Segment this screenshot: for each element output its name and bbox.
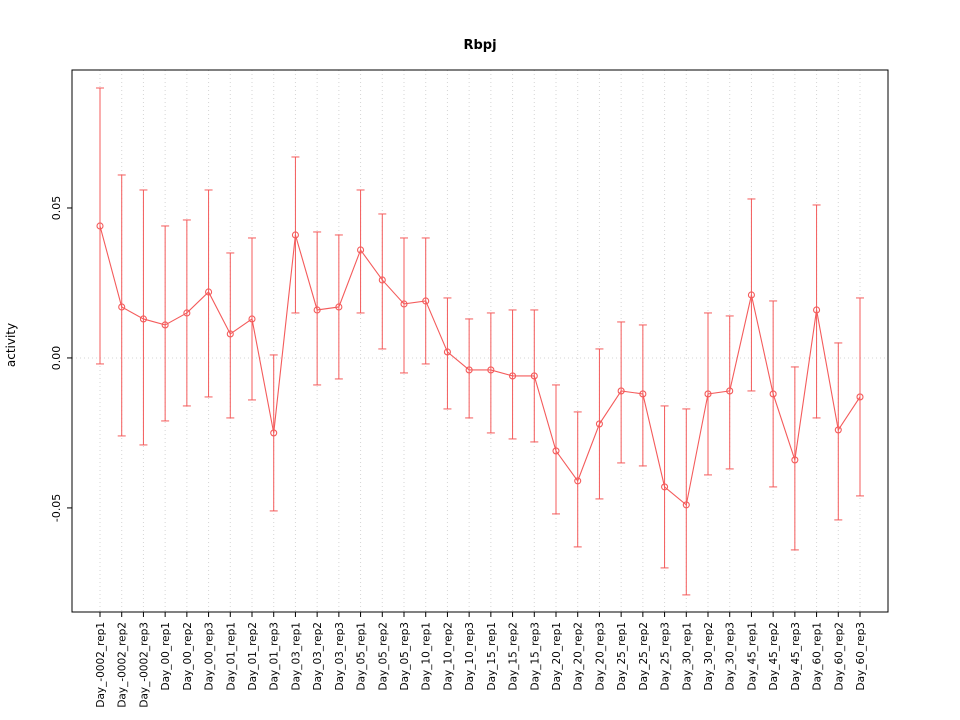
data-point-marker — [465, 366, 473, 374]
data-point-marker — [378, 276, 386, 284]
x-tick-label: Day_-0002_rep3 — [138, 622, 150, 708]
data-point-marker — [617, 387, 625, 395]
y-tick-label: 0.00 — [50, 346, 63, 371]
data-point-marker — [400, 300, 408, 308]
x-tick-label: Day_01_rep2 — [247, 622, 259, 691]
x-tick-label: Day_60_rep3 — [855, 622, 867, 691]
x-tick-label: Day_00_rep1 — [160, 622, 172, 691]
x-tick-label: Day_20_rep1 — [551, 622, 563, 691]
x-tick-label: Day_60_rep2 — [833, 622, 845, 691]
data-point-marker — [704, 390, 712, 398]
gridlines — [99, 70, 861, 612]
data-point-marker — [769, 390, 777, 398]
x-tick-label: Day_15_rep2 — [508, 622, 520, 691]
x-axis-labels: Day_-0002_rep1 Day_-0002_rep2 Day_-0002_re… — [95, 612, 867, 708]
data-points — [96, 222, 864, 509]
x-tick-label: Day_30_rep2 — [703, 622, 715, 691]
data-point-marker — [682, 501, 690, 509]
x-tick-label: Day_20_rep3 — [594, 622, 606, 691]
x-tick-label: Day_10_rep1 — [421, 622, 433, 691]
data-point-marker — [443, 348, 451, 356]
x-tick-label: Day_45_rep1 — [746, 622, 758, 691]
y-axis-labels: -0.05 0.00 0.05 — [50, 196, 72, 522]
x-tick-label: Day_05_rep2 — [377, 622, 389, 691]
data-point-marker — [313, 306, 321, 314]
x-tick-label: Day_10_rep3 — [464, 622, 476, 691]
data-point-marker — [291, 231, 299, 239]
data-point-marker — [487, 366, 495, 374]
data-point-marker — [357, 246, 365, 254]
x-tick-label: Day_05_rep3 — [399, 622, 411, 691]
data-point-marker — [813, 306, 821, 314]
data-point-marker — [139, 315, 147, 323]
x-tick-label: Day_45_rep2 — [768, 622, 780, 691]
data-point-marker — [791, 456, 799, 464]
x-tick-label: Day_15_rep1 — [486, 622, 498, 691]
x-tick-label: Day_01_rep3 — [269, 622, 281, 691]
data-point-marker — [639, 390, 647, 398]
data-point-marker — [574, 477, 582, 485]
x-tick-label: Day_05_rep1 — [356, 622, 368, 691]
data-point-marker — [661, 483, 669, 491]
data-point-marker — [161, 321, 169, 329]
x-tick-label: Day_20_rep2 — [573, 622, 585, 691]
data-point-marker — [248, 315, 256, 323]
x-tick-label: Day_01_rep1 — [225, 622, 237, 691]
plot-box — [71, 69, 889, 613]
x-tick-label: Day_00_rep3 — [204, 622, 216, 691]
x-tick-label: Day_60_rep1 — [812, 622, 824, 691]
data-point-marker — [270, 429, 278, 437]
x-tick-label: Day_10_rep2 — [442, 622, 454, 691]
data-point-marker — [226, 330, 234, 338]
data-point-marker — [530, 372, 538, 380]
data-point-marker — [856, 393, 864, 401]
error-bars — [96, 87, 864, 596]
x-tick-label: Day_45_rep3 — [790, 622, 802, 691]
x-tick-label: Day_03_rep2 — [312, 622, 324, 691]
data-point-marker — [834, 426, 842, 434]
x-tick-label: Day_-0002_rep1 — [95, 622, 107, 708]
x-tick-label: Day_25_rep3 — [660, 622, 672, 691]
x-tick-label: Day_25_rep1 — [616, 622, 628, 691]
series-line — [99, 225, 861, 506]
data-point-marker — [747, 291, 755, 299]
x-tick-label: Day_25_rep2 — [638, 622, 650, 691]
x-tick-label: Day_00_rep2 — [182, 622, 194, 691]
x-tick-label: Day_03_rep3 — [334, 622, 346, 691]
y-tick-label: 0.05 — [50, 196, 63, 221]
data-point-marker — [552, 447, 560, 455]
x-tick-label: Day_30_rep3 — [725, 622, 737, 691]
data-point-marker — [183, 309, 191, 317]
data-point-marker — [509, 372, 517, 380]
data-point-marker — [335, 303, 343, 311]
data-point-marker — [118, 303, 126, 311]
data-point-marker — [96, 222, 104, 230]
x-tick-label: Day_-0002_rep2 — [117, 622, 129, 708]
x-tick-label: Day_15_rep3 — [529, 622, 541, 691]
data-point-marker — [205, 288, 213, 296]
x-tick-label: Day_03_rep1 — [290, 622, 302, 691]
data-point-marker — [726, 387, 734, 395]
chart-title: Rbpj — [463, 38, 497, 53]
data-point-marker — [422, 297, 430, 305]
x-tick-label: Day_30_rep1 — [681, 622, 693, 691]
y-tick-label: -0.05 — [50, 494, 63, 522]
data-point-marker — [595, 420, 603, 428]
